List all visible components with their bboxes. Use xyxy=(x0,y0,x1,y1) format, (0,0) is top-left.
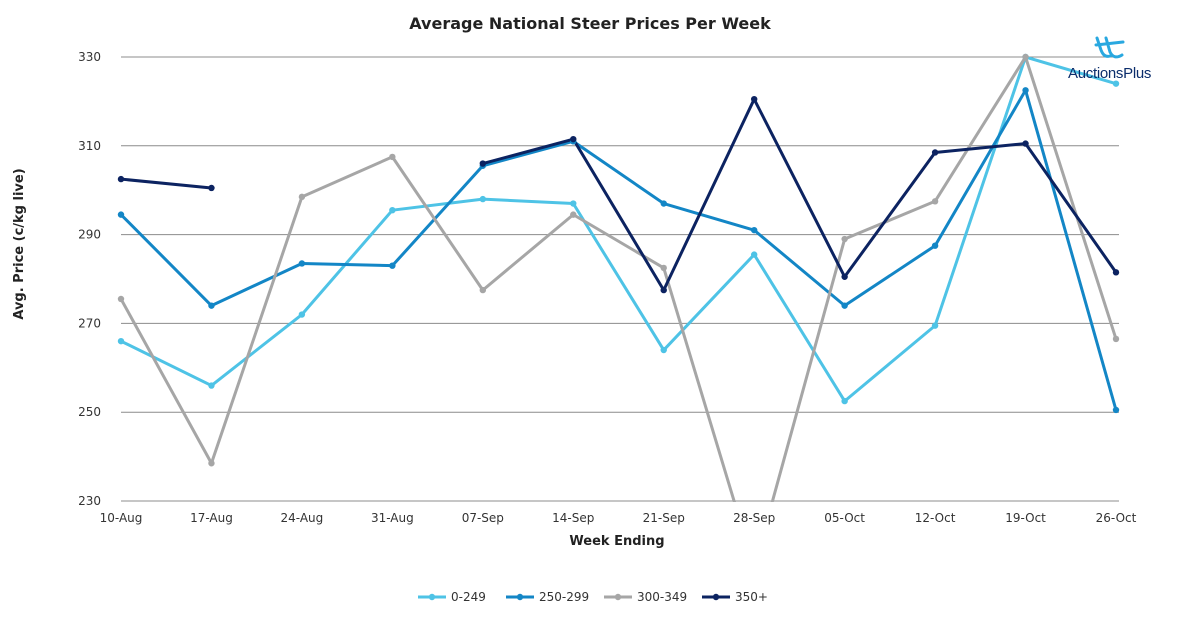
y-tick-label: 270 xyxy=(78,316,101,330)
y-tick-label: 230 xyxy=(78,494,101,508)
data-point xyxy=(841,302,848,309)
data-point xyxy=(117,337,125,345)
legend: 0-249 250-299 300-349 350+ xyxy=(418,590,768,604)
data-point xyxy=(298,311,306,318)
series-points xyxy=(117,53,1120,467)
gridlines xyxy=(121,56,1119,502)
data-point xyxy=(389,206,396,214)
series-line-350+ xyxy=(482,97,1118,292)
y-tick-label: 290 xyxy=(78,228,101,242)
x-axis-ticks: 10-Aug 17-Aug 24-Aug 31-Aug 07-Sep 14-Sep 21-S… xyxy=(100,511,1137,525)
data-point xyxy=(570,211,577,218)
legend-label: 300-349 xyxy=(637,590,687,604)
x-tick-label: 26-Oct xyxy=(1096,511,1137,525)
data-point xyxy=(1022,87,1029,94)
data-point xyxy=(660,286,667,294)
data-point xyxy=(931,242,939,249)
data-point xyxy=(1112,269,1120,276)
legend-marker xyxy=(428,593,436,601)
data-point xyxy=(570,135,577,143)
chart-title: Average National Steer Prices Per Week xyxy=(409,14,771,33)
x-tick-label: 12-Oct xyxy=(915,511,956,525)
data-point xyxy=(117,295,125,303)
legend-label: 250-299 xyxy=(539,590,589,604)
data-point xyxy=(479,160,487,167)
data-point xyxy=(570,200,577,207)
legend-label: 0-249 xyxy=(451,590,486,604)
x-tick-label: 14-Sep xyxy=(552,511,594,525)
x-tick-label: 28-Sep xyxy=(733,511,775,525)
x-tick-label: 07-Sep xyxy=(462,511,504,525)
data-point xyxy=(389,262,396,269)
data-point xyxy=(841,397,848,405)
data-point xyxy=(660,264,667,272)
series-line-0-249 xyxy=(121,57,1117,403)
series-lines xyxy=(121,57,1118,502)
series-line-350+ xyxy=(121,177,212,190)
x-axis-title: Week Ending xyxy=(569,534,664,549)
x-tick-label: 17-Aug xyxy=(190,511,233,525)
logo-mark-icon xyxy=(1094,36,1125,59)
x-tick-label: 31-Aug xyxy=(371,511,414,525)
data-point xyxy=(841,273,848,280)
data-point xyxy=(931,149,939,156)
logo-text: AuctionsPlus xyxy=(1068,65,1151,82)
data-point xyxy=(750,251,758,258)
data-point xyxy=(1022,140,1029,147)
data-point xyxy=(1022,53,1029,61)
data-point xyxy=(750,226,758,234)
data-point xyxy=(479,195,487,203)
legend-label: 350+ xyxy=(735,590,768,604)
data-point xyxy=(1112,406,1120,414)
y-tick-label: 250 xyxy=(78,405,101,419)
data-point xyxy=(389,153,396,161)
data-point xyxy=(660,200,667,207)
y-tick-label: 310 xyxy=(78,139,101,153)
x-tick-label: 21-Sep xyxy=(643,511,685,525)
x-tick-label: 19-Oct xyxy=(1005,511,1046,525)
x-tick-label: 24-Aug xyxy=(281,511,324,525)
legend-marker xyxy=(712,593,720,601)
series-line-300-349 xyxy=(121,57,1118,502)
data-point xyxy=(1112,80,1120,87)
legend-marker xyxy=(614,593,622,601)
y-tick-label: 330 xyxy=(78,50,101,64)
data-point xyxy=(931,322,939,329)
y-axis-ticks: 230 250 270 290 310 330 xyxy=(78,50,101,508)
legend-marker xyxy=(516,593,524,601)
data-point xyxy=(931,198,939,205)
data-point xyxy=(117,211,125,218)
data-point xyxy=(479,286,487,294)
data-point xyxy=(208,184,215,192)
data-point xyxy=(750,95,758,103)
x-tick-label: 05-Oct xyxy=(824,511,865,525)
data-point xyxy=(208,460,215,467)
y-axis-title: Avg. Price (c/kg live) xyxy=(12,168,27,319)
data-point xyxy=(208,382,215,389)
data-point xyxy=(298,260,306,267)
data-point xyxy=(208,302,215,309)
x-tick-label: 10-Aug xyxy=(100,511,143,525)
data-point xyxy=(841,235,848,243)
data-point xyxy=(1112,335,1120,343)
data-point xyxy=(117,175,125,183)
data-point xyxy=(660,346,667,354)
auctionsplus-logo: AuctionsPlus xyxy=(1068,36,1151,82)
series-line-250-299 xyxy=(121,88,1118,411)
data-point xyxy=(298,193,306,201)
